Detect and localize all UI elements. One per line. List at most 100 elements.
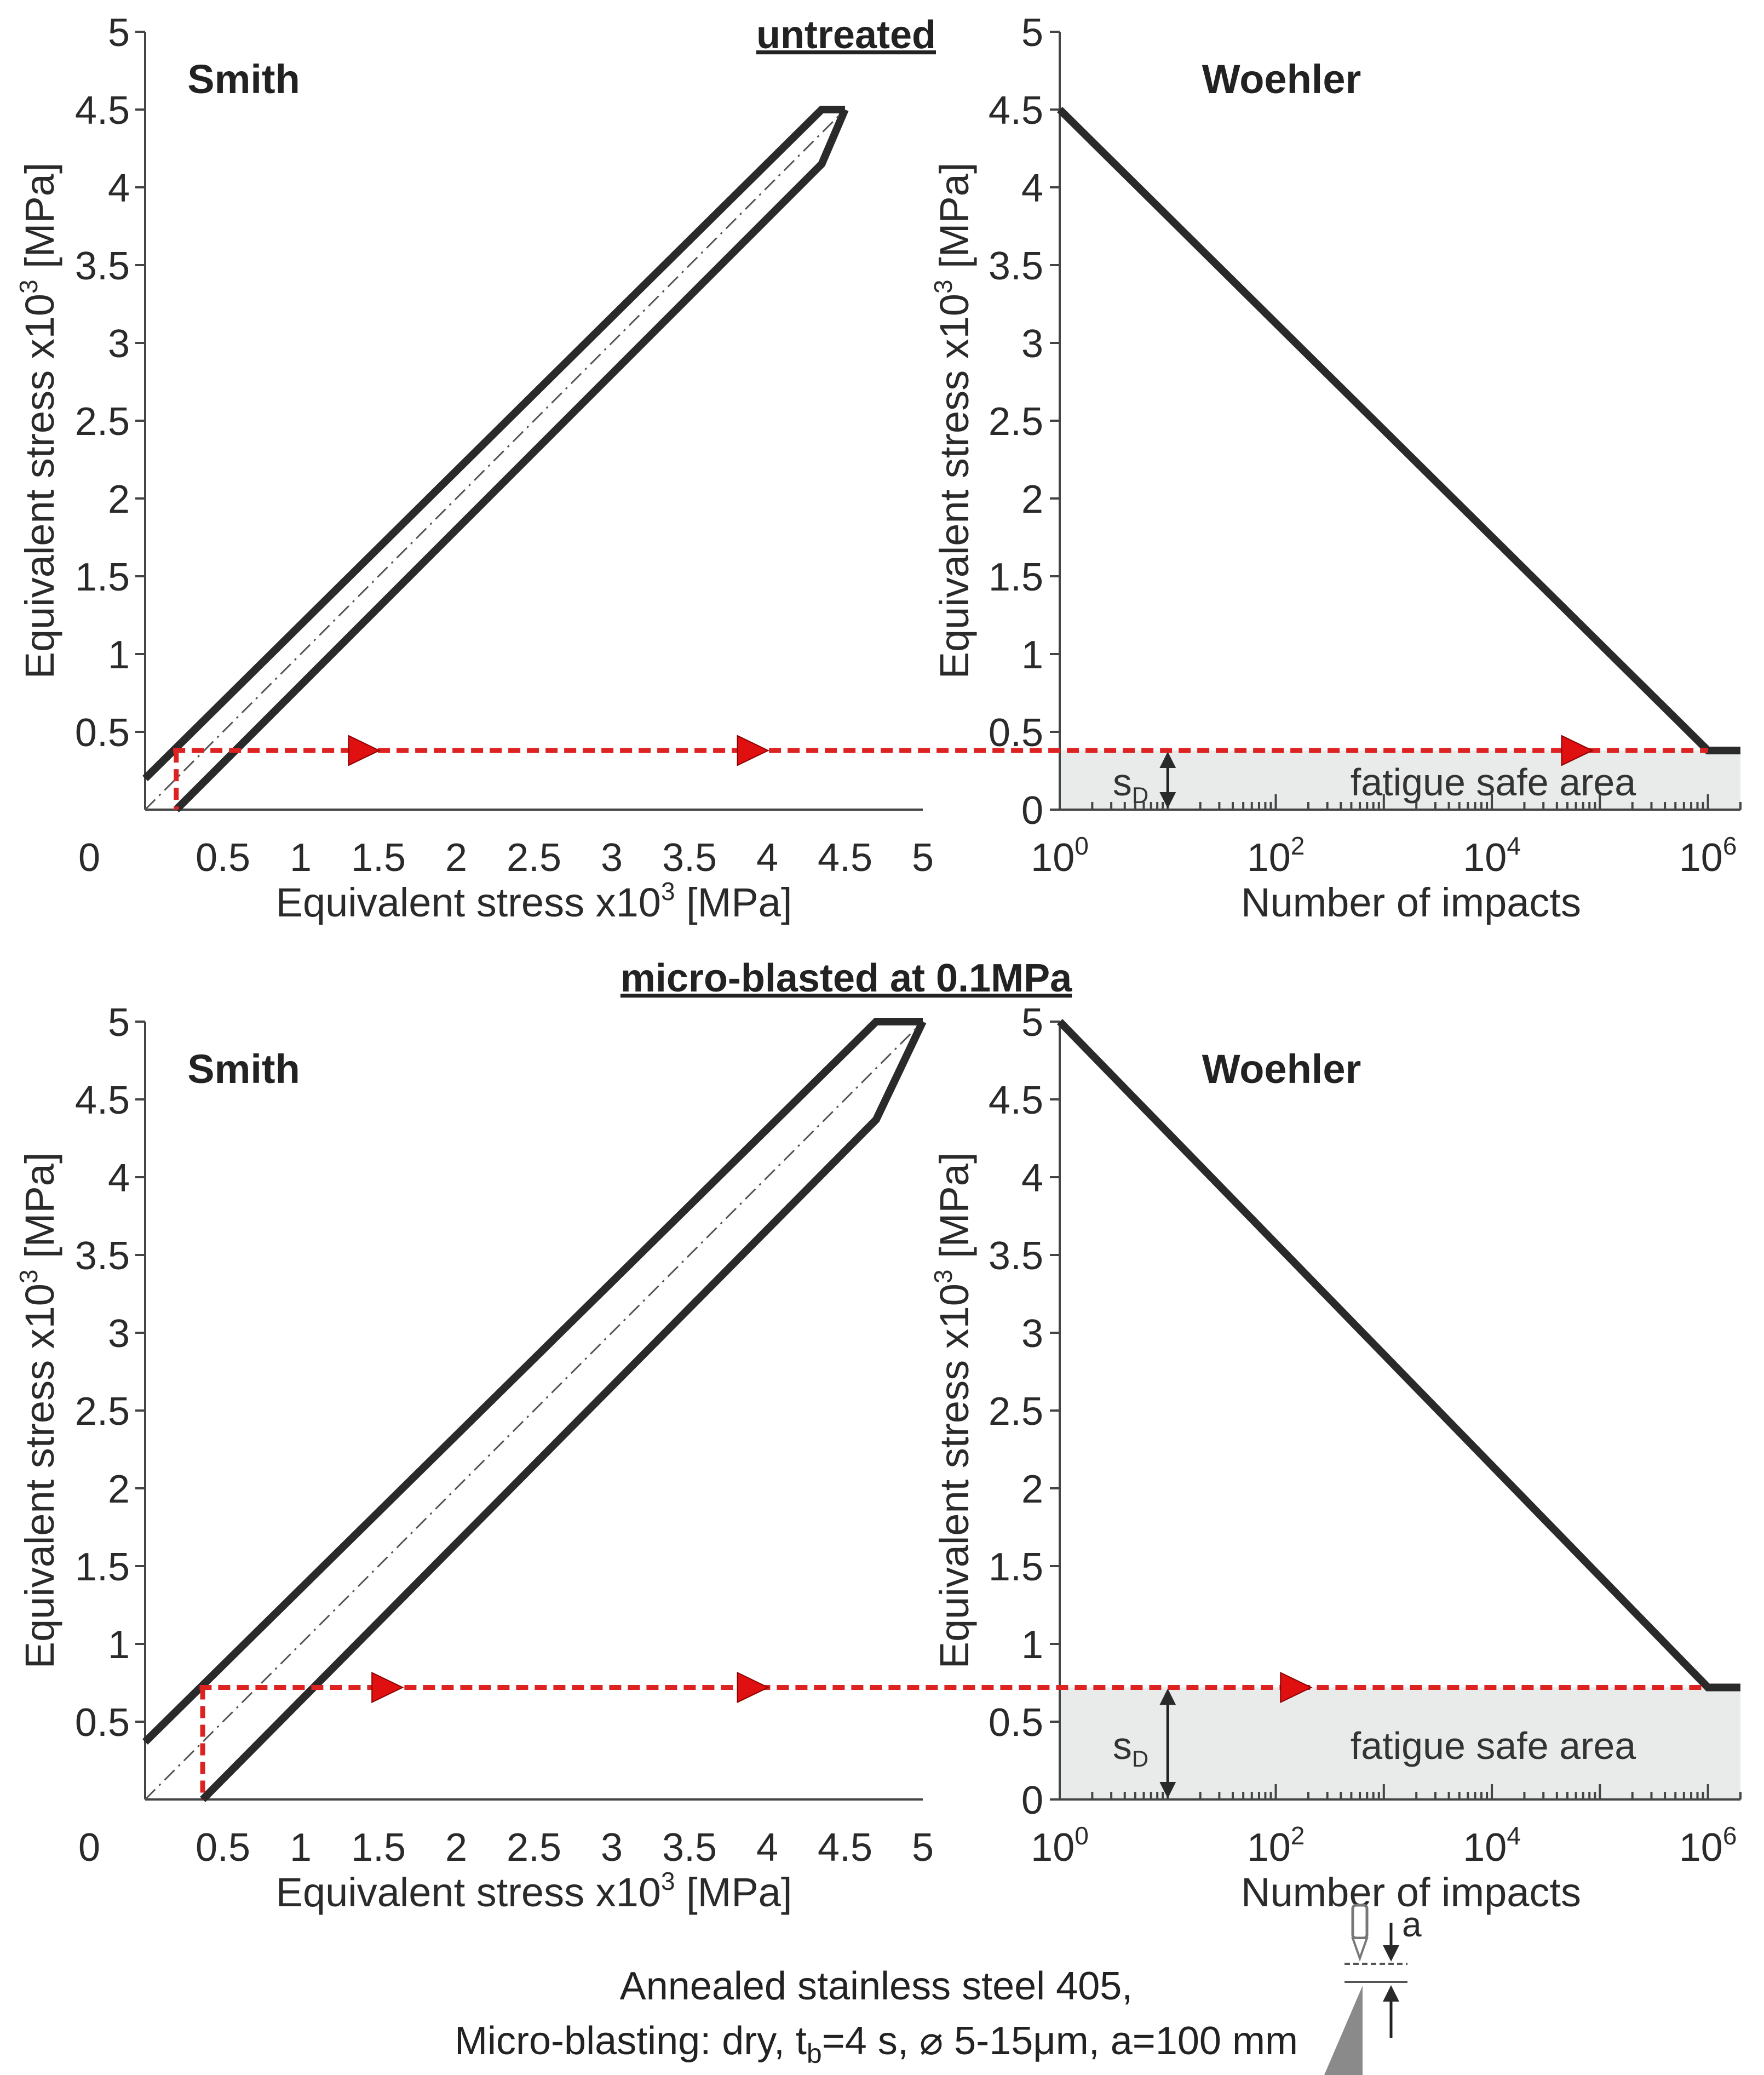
- y-tick-label: 2: [1021, 1468, 1043, 1511]
- y-axis-label-superscript: 3: [14, 279, 43, 294]
- x-tick-label: 2: [445, 836, 467, 880]
- y-tick-label: 0.5: [989, 1701, 1043, 1745]
- distance-label: a: [1402, 1905, 1422, 1944]
- x-tick-label: 3: [601, 836, 623, 880]
- panel-bottom-left: 0.511.522.533.544.550.5 1 1.5 2 2.5 3 3.5 4 4.5 5…: [14, 1001, 934, 1915]
- woehler-curve: [1056, 1019, 1740, 1692]
- origin-label: 0: [78, 836, 100, 880]
- y-tick-label: 1.5: [75, 1545, 130, 1589]
- x-tick-label: 3.5: [662, 1826, 717, 1870]
- y-tick-label: 0: [1021, 789, 1043, 833]
- x-tick-exponent: 0: [1075, 832, 1089, 860]
- panel-top-left: 0.511.522.533.544.550.5 1 1.5 2 2.5 3 3.5 4 4.5 5…: [14, 11, 934, 925]
- x-axis-label: Number of impacts: [1241, 1870, 1581, 1915]
- panel-title-woehler: Woehler: [1202, 1046, 1361, 1092]
- upper-stress-line: [142, 106, 845, 782]
- diagonal-reference-line: [144, 108, 846, 811]
- y-tick-label: 4: [108, 1156, 130, 1200]
- sd-label-subscript: D: [1132, 1746, 1148, 1772]
- y-axis-label-superscript: 3: [14, 1269, 43, 1283]
- y-axis-label-text: Equivalent stress x10: [17, 294, 62, 679]
- y-tick-label: 1.5: [989, 1545, 1043, 1589]
- y-tick-label: 3: [108, 322, 130, 366]
- y-tick-label: 0.5: [75, 711, 130, 755]
- y-axis-label-rest: [MPa]: [17, 163, 62, 280]
- y-tick-label: 1.5: [989, 555, 1043, 599]
- y-tick-label: 3: [1021, 322, 1043, 366]
- x-axis-label-rest: [MPa]: [675, 880, 792, 925]
- sd-label: sD: [1113, 1724, 1148, 1772]
- x-axis-label: Equivalent stress x103 [MPa]: [276, 1867, 792, 1915]
- y-axis-label-text: Equivalent stress x10: [17, 1283, 62, 1669]
- fatigue-safe-area-label: fatigue safe area: [1351, 761, 1636, 804]
- direction-marker: [1280, 1671, 1313, 1704]
- x-tick-label: 0.5: [196, 836, 250, 880]
- upper-stress-line: [142, 1018, 923, 1745]
- y-tick-label: 2: [1021, 478, 1043, 521]
- caption-line-2-prefix: Micro-blasting: dry, t: [455, 2019, 807, 2063]
- fatigue-safe-area-label: fatigue safe area: [1351, 1724, 1636, 1767]
- x-tick-label: 1.5: [351, 1826, 406, 1870]
- y-tick-label: 2.5: [989, 1390, 1043, 1434]
- x-tick-base: 10: [1031, 836, 1075, 880]
- x-tick-base: 10: [1679, 836, 1723, 880]
- x-tick-label: 104: [1463, 1821, 1521, 1870]
- x-axis-label-text: Equivalent stress x10: [276, 880, 661, 925]
- x-tick-label: 104: [1463, 832, 1521, 880]
- y-axis-label-superscript: 3: [929, 1269, 957, 1283]
- x-tick-label: 106: [1679, 832, 1737, 880]
- lower-stress-line: [173, 108, 849, 812]
- x-axis-label: Number of impacts: [1241, 880, 1581, 925]
- x-tick-exponent: 0: [1075, 1821, 1089, 1850]
- x-tick-base: 10: [1247, 1826, 1291, 1870]
- x-tick-label: 1.5: [351, 836, 406, 880]
- origin-label: 0: [78, 1826, 100, 1870]
- y-axis-label-rest: [MPa]: [17, 1153, 62, 1270]
- y-tick-label: 2: [108, 478, 130, 521]
- x-tick-base: 10: [1031, 1826, 1075, 1870]
- y-tick-label: 2.5: [989, 400, 1043, 444]
- y-axis-label-rest: [MPa]: [932, 163, 977, 280]
- y-tick-label: 1: [1021, 1623, 1043, 1667]
- y-tick-label: 2: [108, 1468, 130, 1511]
- x-axis-label: Equivalent stress x103 [MPa]: [276, 877, 792, 925]
- x-tick-label: 2.5: [507, 1826, 561, 1870]
- nozzle-body: [1351, 1904, 1369, 1940]
- x-tick-label: 1: [290, 1826, 312, 1870]
- x-axis-label-rest: [MPa]: [675, 1870, 792, 1915]
- y-axis-label: Equivalent stress x103 [MPa]: [929, 1153, 977, 1669]
- panel-title-smith: Smith: [187, 56, 300, 102]
- x-tick-base: 10: [1463, 1826, 1507, 1870]
- y-tick-label: 5: [108, 11, 130, 55]
- y-tick-label: 2.5: [75, 1390, 130, 1434]
- y-tick-label: 4.5: [989, 89, 1043, 133]
- x-axis-label-text: Equivalent stress x10: [276, 1870, 661, 1915]
- x-tick-label: 2.5: [507, 836, 561, 880]
- x-axis-label-superscript: 3: [661, 877, 675, 905]
- sd-label-main: s: [1113, 1724, 1132, 1767]
- x-tick-label: 102: [1247, 832, 1305, 880]
- y-axis-label: Equivalent stress x103 [MPa]: [14, 1153, 62, 1669]
- x-tick-label: 4: [756, 1826, 778, 1870]
- y-tick-label: 1: [108, 633, 130, 677]
- y-tick-label: 3.5: [75, 1234, 130, 1278]
- x-tick-label: 5: [912, 836, 934, 880]
- y-axis-label-superscript: 3: [929, 279, 957, 294]
- y-tick-label: 3: [108, 1312, 130, 1356]
- y-tick-label: 4: [108, 167, 130, 210]
- x-tick-label: 106: [1679, 1821, 1737, 1870]
- x-tick-exponent: 2: [1291, 832, 1305, 860]
- y-tick-label: 0: [1021, 1779, 1043, 1822]
- direction-marker: [737, 735, 769, 766]
- x-tick-exponent: 2: [1291, 1821, 1305, 1850]
- x-tick-base: 10: [1247, 836, 1291, 880]
- sd-label-main: s: [1113, 761, 1132, 804]
- nozzle-tip: [1351, 1937, 1369, 1962]
- y-axis-label: Equivalent stress x103 [MPa]: [14, 163, 62, 679]
- y-tick-label: 5: [1021, 1001, 1043, 1045]
- charts-layer: 0.511.522.533.544.550.5 1 1.5 2 2.5 3 3.5 4 4.5 5…: [14, 11, 1742, 1915]
- y-tick-label: 4: [1021, 167, 1043, 210]
- sd-label: sD: [1113, 761, 1148, 808]
- y-tick-label: 3.5: [989, 244, 1043, 288]
